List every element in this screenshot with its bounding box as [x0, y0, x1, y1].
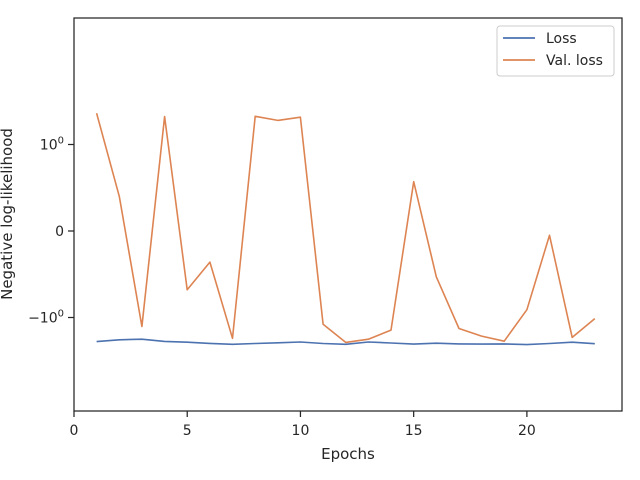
x-axis-ticks: 0 5 10 15 20 — [70, 411, 536, 439]
x-axis-label: Epochs — [321, 445, 375, 463]
series-line-val-loss — [95, 112, 596, 344]
legend-label-val-loss: Val. loss — [546, 53, 603, 69]
y-axis-label: Negative log-likelihood — [0, 128, 16, 300]
y-tick-label: 0 — [55, 224, 64, 240]
legend: Loss Val. loss — [496, 25, 615, 77]
plot-frame — [73, 17, 623, 412]
x-tick-label: 10 — [292, 423, 310, 439]
y-tick-label: −100 — [28, 309, 64, 327]
x-tick-label: 15 — [405, 423, 423, 439]
legend-label-loss: Loss — [546, 31, 577, 47]
y-tick-exponent: 0 — [58, 309, 64, 320]
series-line-loss — [96, 338, 595, 346]
y-tick-base: 0 — [55, 224, 64, 240]
series-layer — [95, 112, 596, 346]
x-tick-label: 20 — [518, 423, 536, 439]
y-tick-base: 10 — [40, 138, 58, 154]
y-tick-exponent: 0 — [58, 136, 64, 147]
plot-background — [74, 18, 622, 411]
x-tick-label: 0 — [70, 423, 79, 439]
y-tick-label: 100 — [40, 136, 64, 154]
y-tick-base: −10 — [28, 311, 58, 327]
x-tick-label: 5 — [183, 423, 192, 439]
